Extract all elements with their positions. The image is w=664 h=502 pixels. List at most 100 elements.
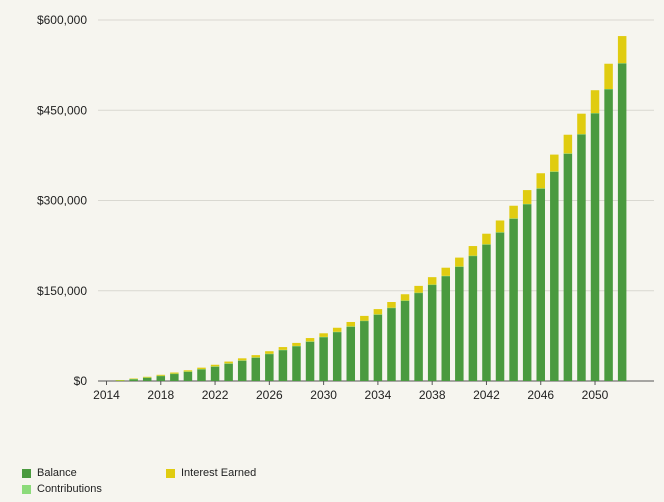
x-tick-label: 2050 xyxy=(582,388,609,402)
bar-contributions xyxy=(387,307,396,309)
y-tick-label: $600,000 xyxy=(37,13,87,27)
bar-balance xyxy=(210,366,220,381)
x-axis-labels: 2014 2018 2022 2026 2030 2034 2038 2042 2046 2050 xyxy=(93,381,609,402)
bar-contributions xyxy=(373,314,383,315)
bar-interest-earned xyxy=(550,154,559,172)
bar-balance xyxy=(387,307,396,381)
bar-balance xyxy=(251,357,261,381)
bar-contributions xyxy=(522,203,532,205)
bar-contributions xyxy=(414,292,423,294)
bar-contributions xyxy=(563,153,573,154)
bar-contributions xyxy=(468,255,478,257)
bar-contributions xyxy=(319,336,328,338)
bar-balance xyxy=(604,89,613,382)
legend-contributions: Contributions xyxy=(22,483,102,495)
legend-interest: Interest Earned xyxy=(166,467,256,479)
y-tick-label: $300,000 xyxy=(37,194,87,208)
x-tick-label: 2042 xyxy=(473,388,500,402)
bar-balance xyxy=(509,218,518,381)
bar-contributions xyxy=(604,89,613,90)
bar-interest-earned xyxy=(305,338,315,342)
bar-interest-earned xyxy=(387,302,396,308)
bar-balance xyxy=(400,300,410,381)
bar-balance xyxy=(224,363,233,381)
bar-balance xyxy=(373,314,383,381)
bar-balance xyxy=(265,353,274,381)
legend-contributions-swatch xyxy=(22,484,31,494)
x-tick-label: 2026 xyxy=(256,388,283,402)
bar-contributions xyxy=(360,320,369,322)
bar-interest-earned xyxy=(346,321,356,327)
bar-balance xyxy=(441,276,450,381)
legend-balance: Balance xyxy=(22,467,77,479)
bar-balance xyxy=(292,346,301,381)
bar-balance xyxy=(522,204,532,381)
bar-interest-earned xyxy=(115,380,125,381)
bar-contributions xyxy=(251,357,261,358)
bar-balance xyxy=(455,266,464,381)
bar-interest-earned xyxy=(170,372,179,374)
bar-interest-earned xyxy=(427,277,437,285)
bar-interest-earned xyxy=(617,36,627,64)
bar-interest-earned xyxy=(455,257,464,267)
bar-contributions xyxy=(278,349,288,351)
x-tick-label: 2030 xyxy=(310,388,337,402)
y-axis-labels: $0 $150,000 $300,000 $450,000 $600,000 xyxy=(37,13,87,388)
bar-balance xyxy=(414,292,423,381)
bar-interest-earned xyxy=(197,367,206,370)
bar-contributions xyxy=(142,377,152,379)
legend-balance-label: Balance xyxy=(37,467,77,479)
bar-interest-earned xyxy=(414,285,423,293)
bar-interest-earned xyxy=(129,378,138,380)
y-tick-label: $0 xyxy=(74,374,88,388)
bar-balance xyxy=(129,379,138,381)
bar-interest-earned xyxy=(210,364,220,367)
x-tick-label: 2034 xyxy=(365,388,392,402)
gridlines xyxy=(98,19,654,382)
bar-contributions xyxy=(455,266,464,268)
bar-contributions xyxy=(495,232,505,233)
bar-interest-earned xyxy=(373,309,383,315)
bar-interest-earned xyxy=(278,347,288,350)
bar-contributions xyxy=(509,218,518,219)
x-tick-label: 2014 xyxy=(93,388,120,402)
bar-balance xyxy=(360,320,369,381)
x-tick-label: 2022 xyxy=(202,388,229,402)
bar-interest-earned xyxy=(522,190,532,204)
bar-interest-earned xyxy=(237,358,247,361)
x-tick-label: 2046 xyxy=(527,388,554,402)
bar-contributions xyxy=(210,366,220,367)
bar-interest-earned xyxy=(400,294,410,301)
bar-contributions xyxy=(590,113,600,114)
bar-contributions xyxy=(305,341,315,342)
bar-interest-earned xyxy=(319,333,328,337)
bar-balance xyxy=(590,113,600,381)
bar-balance xyxy=(495,232,505,381)
bar-contributions xyxy=(237,360,247,361)
bar-interest-earned xyxy=(482,233,491,245)
bar-interest-earned xyxy=(292,342,301,346)
bar-interest-earned xyxy=(536,173,545,189)
bar-balance xyxy=(332,331,342,381)
bar-balance xyxy=(577,134,586,381)
bar-contributions xyxy=(265,353,274,355)
bar-interest-earned xyxy=(604,63,613,90)
bar-contributions xyxy=(332,331,342,333)
bar-contributions xyxy=(550,171,559,172)
legend-balance-swatch xyxy=(22,468,31,478)
legend-interest-label: Interest Earned xyxy=(181,467,257,479)
bar-contributions xyxy=(536,188,545,189)
bar-interest-earned xyxy=(183,370,193,372)
bar-balance xyxy=(319,337,328,381)
bar-balance xyxy=(617,63,627,381)
bar-contributions xyxy=(400,300,410,301)
bar-balance xyxy=(468,255,478,381)
bar-balance xyxy=(536,188,545,381)
bar-contributions xyxy=(427,284,437,286)
bar-contributions xyxy=(441,275,450,277)
bar-contributions xyxy=(617,63,627,64)
bar-interest-earned xyxy=(468,246,478,256)
bar-balance xyxy=(278,350,288,381)
bar-contributions xyxy=(156,375,166,377)
bar-balance xyxy=(197,369,206,381)
